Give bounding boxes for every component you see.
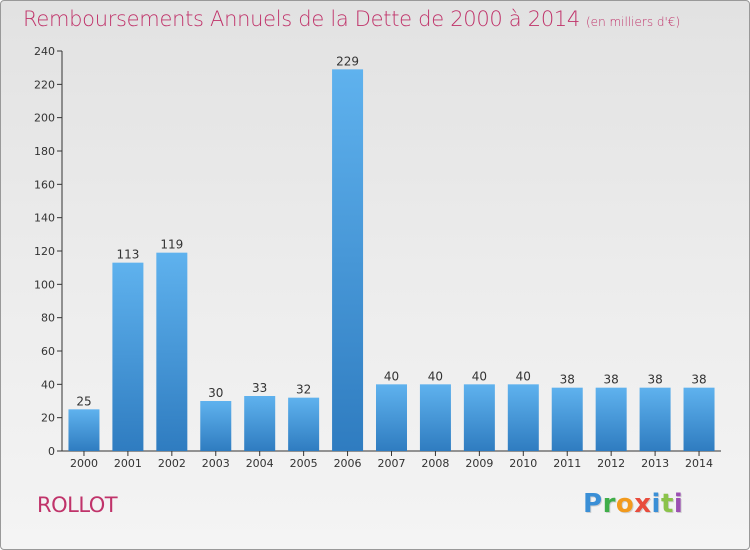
x-tick-label: 2012 (597, 457, 625, 470)
logo-letter: i (651, 489, 661, 519)
y-tick-label: 220 (34, 78, 55, 91)
x-tick-label: 2001 (114, 457, 142, 470)
y-tick-label: 100 (34, 278, 55, 291)
bar-2001 (112, 262, 144, 451)
chart-title: Remboursements Annuels de la Dette de 20… (23, 7, 680, 31)
data-label: 40 (472, 369, 487, 383)
data-label: 38 (647, 373, 662, 387)
y-tick-label: 240 (34, 45, 55, 58)
bar-2007 (376, 384, 407, 451)
y-tick-label: 140 (34, 212, 55, 225)
y-tick-label: 160 (34, 178, 55, 191)
data-label: 32 (296, 383, 311, 397)
x-tick-label: 2007 (378, 457, 406, 470)
data-label: 40 (516, 369, 531, 383)
title-unit: (en milliers d'€) (586, 15, 681, 29)
x-tick-label: 2010 (509, 457, 537, 470)
x-tick-label: 2006 (334, 457, 362, 470)
logo-letter: o (615, 489, 635, 519)
bar-2005 (288, 397, 320, 451)
data-label: 38 (604, 373, 619, 387)
x-tick-label: 2008 (421, 457, 449, 470)
y-tick-label: 120 (34, 245, 55, 258)
y-tick-label: 180 (34, 145, 55, 158)
bar-2012 (595, 387, 627, 451)
proxiti-logo: Proxiti (583, 489, 683, 519)
commune-name: ROLLOT (37, 493, 118, 517)
logo-letter: P (583, 489, 603, 519)
logo-letter: x (634, 489, 652, 519)
logo-letter: i (673, 489, 684, 519)
bar-2010 (507, 384, 539, 451)
bar-2003 (200, 401, 232, 451)
x-tick-label: 2014 (685, 457, 713, 470)
bar-2002 (156, 252, 188, 451)
y-tick-label: 20 (41, 412, 55, 425)
data-label: 38 (560, 373, 575, 387)
bar-2011 (551, 387, 583, 451)
data-label: 38 (691, 373, 706, 387)
y-tick-label: 200 (34, 112, 55, 125)
y-tick-label: 0 (48, 445, 55, 458)
x-tick-label: 2004 (246, 457, 274, 470)
title-text: Remboursements Annuels de la Dette de 20… (23, 7, 580, 31)
data-label: 40 (428, 369, 443, 383)
y-tick-label: 60 (41, 345, 55, 358)
x-tick-label: 2011 (553, 457, 581, 470)
data-label: 30 (208, 386, 223, 400)
bar-2014 (683, 387, 715, 451)
bar-2004 (244, 396, 276, 451)
x-tick-label: 2005 (290, 457, 318, 470)
bar-2000 (68, 409, 100, 451)
y-tick-label: 80 (41, 312, 55, 325)
data-label: 119 (160, 238, 183, 252)
data-label: 25 (76, 394, 91, 408)
bar-2006 (332, 69, 364, 451)
bar-2009 (463, 384, 495, 451)
logo-letter: r (602, 489, 616, 519)
data-label: 229 (336, 54, 359, 68)
x-tick-label: 2002 (158, 457, 186, 470)
x-tick-label: 2003 (202, 457, 230, 470)
y-tick-label: 40 (41, 378, 55, 391)
x-tick-label: 2000 (70, 457, 98, 470)
x-tick-label: 2013 (641, 457, 669, 470)
logo-letter: t (660, 489, 674, 519)
data-label: 113 (116, 248, 139, 262)
data-label: 33 (252, 381, 267, 395)
data-label: 40 (384, 369, 399, 383)
x-tick-label: 2009 (465, 457, 493, 470)
bar-2008 (419, 384, 451, 451)
bar-2013 (639, 387, 671, 451)
